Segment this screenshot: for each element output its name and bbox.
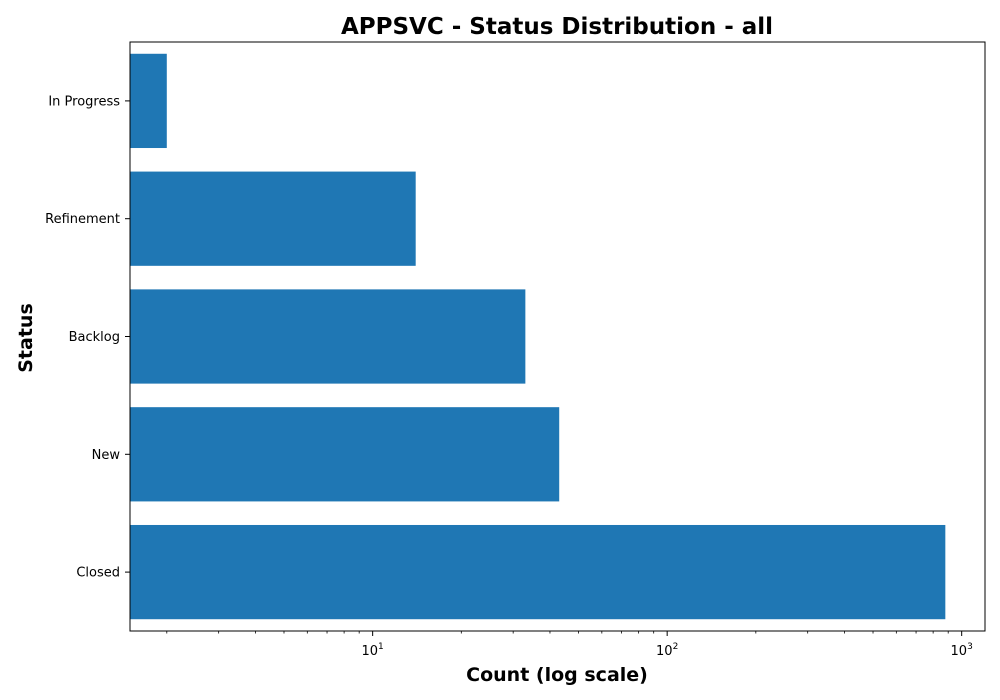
- plot-area-frame: [129, 41, 986, 632]
- y-axis-label: Status: [15, 303, 37, 373]
- x-tick-label: 101: [362, 642, 384, 659]
- y-tick-label: Backlog: [69, 330, 120, 345]
- bar-refinement: [130, 171, 416, 266]
- chart-title: APPSVC - Status Distribution - all: [341, 14, 773, 40]
- y-tick-label: New: [92, 448, 121, 463]
- bar-new: [130, 407, 560, 502]
- bar-backlog: [130, 289, 526, 384]
- y-tick-label: Refinement: [45, 212, 120, 227]
- x-tick-label: 102: [656, 642, 678, 659]
- bar-in-progress: [130, 53, 167, 149]
- x-tick-label: 103: [951, 642, 973, 659]
- x-axis-ticks: 101 102 103: [166, 631, 973, 659]
- y-axis-ticks: In Progress Refinement Backlog New Closed: [45, 94, 130, 581]
- x-axis-label: Count (log scale): [466, 664, 648, 686]
- y-tick-label: In Progress: [48, 94, 120, 109]
- bar-closed: [130, 524, 946, 620]
- y-tick-label: Closed: [76, 566, 120, 581]
- bars-layer: [130, 53, 946, 620]
